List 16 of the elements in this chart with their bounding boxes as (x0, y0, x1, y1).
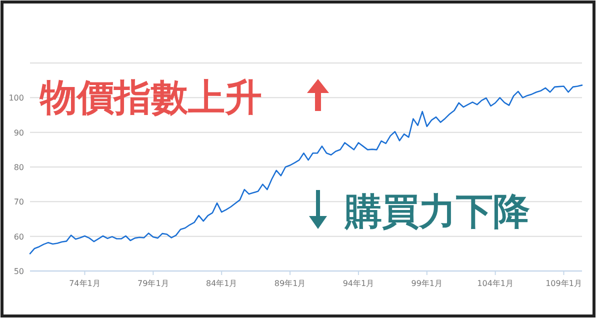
x-tick-label: 79年1月 (138, 279, 169, 288)
y-tick-label: 60 (14, 232, 24, 242)
x-tick-label: 104年1月 (477, 279, 514, 288)
y-tick-label: 100 (8, 94, 24, 103)
x-tick-label: 89年1月 (274, 279, 306, 288)
annotation: 物價指數上升 (39, 76, 262, 119)
x-tick-label: 109年1月 (546, 279, 582, 288)
y-tick-label: 70 (14, 198, 24, 207)
y-tick-label: 50 (14, 267, 24, 276)
annotation: 購買力下降 (344, 190, 530, 233)
y-tick-label: 80 (14, 163, 24, 172)
x-tick-label: 99年1月 (411, 279, 443, 288)
y-tick-label: 90 (14, 128, 24, 138)
x-tick-label: 84年1月 (206, 279, 238, 288)
x-tick-label: 94年1月 (342, 279, 374, 288)
x-tick-label: 74年1月 (69, 279, 100, 288)
